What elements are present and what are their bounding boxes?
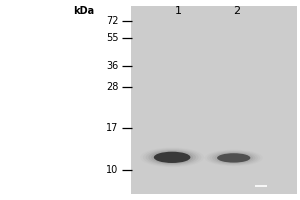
Text: 55: 55 <box>106 33 118 43</box>
Ellipse shape <box>212 152 255 164</box>
Ellipse shape <box>148 150 196 165</box>
Ellipse shape <box>154 152 190 163</box>
Text: 36: 36 <box>106 61 118 71</box>
Text: kDa: kDa <box>74 6 94 16</box>
Ellipse shape <box>217 153 250 163</box>
Ellipse shape <box>146 149 199 166</box>
Text: 1: 1 <box>175 6 182 16</box>
Text: 17: 17 <box>106 123 118 133</box>
Ellipse shape <box>214 152 253 163</box>
Text: 10: 10 <box>106 165 118 175</box>
Ellipse shape <box>151 151 193 164</box>
Text: 28: 28 <box>106 82 118 92</box>
Text: 2: 2 <box>233 6 241 16</box>
Text: 72: 72 <box>106 16 118 26</box>
Bar <box>130 6 297 194</box>
